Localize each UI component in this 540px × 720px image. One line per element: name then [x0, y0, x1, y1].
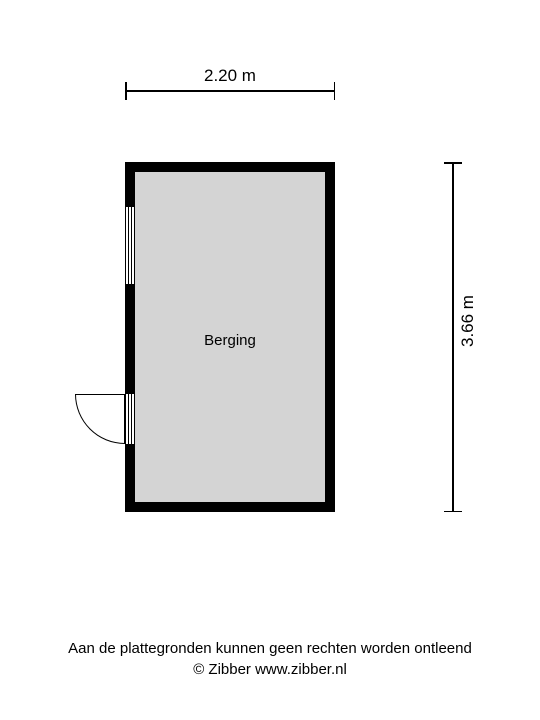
dimension-width-label: 2.20 m [125, 66, 335, 86]
footer-disclaimer: Aan de plattegronden kunnen geen rechten… [0, 638, 540, 659]
door-hinge-edge [124, 394, 125, 444]
dimension-height-label: 3.66 m [458, 295, 478, 347]
room-berging: Berging [125, 162, 335, 512]
window-mullion [128, 207, 129, 284]
room-label: Berging [125, 332, 335, 349]
wall-bottom [125, 502, 335, 512]
footer-copyright: © Zibber www.zibber.nl [0, 659, 540, 680]
footer: Aan de plattegronden kunnen geen rechten… [0, 638, 540, 680]
window-mullion [125, 394, 126, 444]
floorplan-canvas: 2.20 m 3.66 m Berging [0, 0, 540, 720]
window-mullion [128, 394, 129, 444]
window-mullion [131, 394, 132, 444]
dimension-height: 3.66 m [438, 162, 468, 512]
door-swing-arc [75, 394, 125, 444]
wall-top [125, 162, 335, 172]
window-lower [125, 394, 135, 444]
dimension-width: 2.20 m [125, 76, 335, 106]
window-mullion [134, 207, 135, 284]
window-mullion [125, 207, 126, 284]
wall-left-segment-1 [125, 162, 135, 207]
dimension-height-tick-top [444, 162, 462, 164]
window-mullion [131, 207, 132, 284]
dimension-height-bar [452, 162, 454, 512]
dimension-width-bar [125, 90, 335, 92]
window-upper [125, 207, 135, 284]
wall-left-segment-3 [125, 444, 135, 512]
window-mullion [134, 394, 135, 444]
dimension-height-tick-bottom [444, 511, 462, 513]
